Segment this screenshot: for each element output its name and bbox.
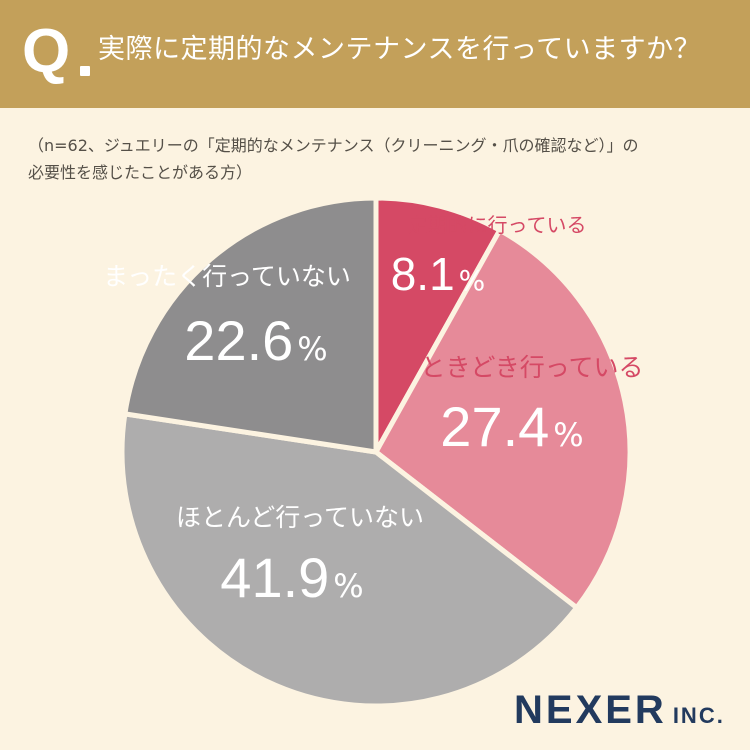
brand-name: NEXER (514, 688, 667, 732)
q-dot-shape (80, 66, 90, 76)
pie-slice (373, 227, 633, 611)
slice-value-label: 27.4% (440, 395, 583, 458)
pie-slice (122, 195, 379, 455)
q-mark: Q (22, 17, 71, 86)
question-header: Q 実際に定期的なメンテナンスを行っていますか？ (0, 0, 750, 108)
slice-value-label: 41.9% (220, 546, 363, 609)
sample-note: （n=62、ジュエリーの「定期的なメンテナンス（クリーニング・爪の確認など）」の… (28, 132, 728, 186)
slice-label: まったく行っていない (103, 262, 351, 291)
brand-logo: NEXER INC. (514, 687, 725, 739)
sample-note-line-1: （n=62、ジュエリーの「定期的なメンテナンス（クリーニング・爪の確認など）」の (28, 136, 639, 155)
sample-note-line-2: 必要性を感じたことがある方） (28, 163, 253, 182)
slice-label: 定期的に行っている (408, 213, 587, 237)
slice-label: ときどき行っている (420, 353, 643, 382)
pie-slice (373, 195, 503, 455)
slice-value-label: 22.6% (184, 309, 327, 372)
pie-slice (119, 411, 580, 709)
question-text: 実際に定期的なメンテナンスを行っていますか？ (98, 34, 702, 65)
brand-suffix: INC. (672, 703, 725, 728)
slice-value-label: 8.1% (391, 248, 486, 300)
slice-label: ほとんど行っていない (176, 503, 424, 532)
